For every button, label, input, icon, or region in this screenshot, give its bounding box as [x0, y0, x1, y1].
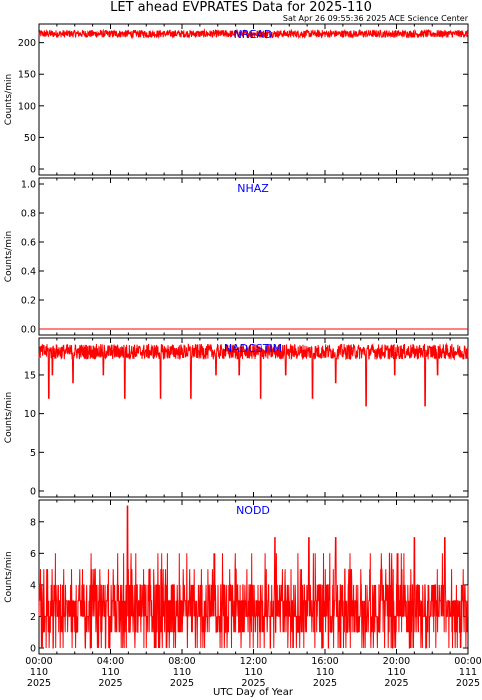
- y-tick-label: 8: [30, 517, 36, 528]
- y-tick-label: 0.6: [21, 238, 36, 249]
- panel-frame: [38, 23, 469, 176]
- x-tick-label-year: 2025: [456, 678, 480, 689]
- x-tick-label-doy: 110: [173, 667, 191, 678]
- y-tick-label: 0.4: [21, 267, 36, 278]
- panel-label: NODD: [236, 504, 270, 517]
- y-tick-label: 0.8: [21, 209, 36, 220]
- figure-title: LET ahead EVPRATES Data for 2025-110: [110, 0, 372, 15]
- y-tick-label: 10: [24, 409, 36, 420]
- panel-nhaz: 0.0 0.2 0.4 0.6 0.8 1.0 Counts/min NHAZ: [4, 177, 469, 336]
- x-tick-label-time: 20:00: [383, 656, 410, 667]
- y-tick-label: 15: [24, 370, 36, 381]
- panel-nodd: 0 2 4 6 8 Counts/min NODD: [4, 499, 469, 655]
- x-tick-label-time: 00:00: [454, 656, 481, 667]
- x-tick-label-time: 16:00: [311, 656, 338, 667]
- x-tick-label-doy: 110: [244, 667, 262, 678]
- x-tick-label-year: 2025: [98, 678, 122, 689]
- x-tick-label-year: 2025: [241, 678, 265, 689]
- x-tick-label-time: 08:00: [168, 656, 195, 667]
- y-tick-label: 50: [24, 133, 36, 144]
- y-tick-label: 6: [30, 549, 36, 560]
- y-tick-label: 0: [30, 644, 36, 655]
- y-tick-label: 0: [30, 487, 36, 498]
- panel-nadcstim: 0 5 10 15 Counts/min NADCSTIM: [4, 337, 469, 498]
- x-tick-label-time: 04:00: [97, 656, 124, 667]
- y-tick-label: 0.0: [21, 325, 36, 336]
- y-tick-label: 150: [18, 70, 36, 81]
- y-axis-label: Counts/min: [4, 74, 14, 125]
- x-tick-label-year: 2025: [313, 678, 337, 689]
- x-tick-label-year: 2025: [384, 678, 408, 689]
- timestamp-label: Sat Apr 26 09:55:36 2025 ACE Science Cen…: [283, 14, 469, 23]
- y-axis-label: Counts/min: [4, 392, 14, 443]
- panels: 050100150200Counts/minNREAD0.00.20.40.60…: [4, 23, 469, 655]
- y-axis-label: Counts/min: [4, 551, 14, 602]
- y-tick-label: 1.0: [21, 180, 36, 191]
- y-tick-label: 0: [30, 165, 36, 176]
- y-tick-label: 0.2: [21, 296, 36, 307]
- y-tick-label: 100: [18, 101, 36, 112]
- x-axis-label: UTC Day of Year: [213, 687, 294, 698]
- x-tick-label-doy: 110: [101, 667, 119, 678]
- x-tick-label-doy: 110: [316, 667, 334, 678]
- y-axis-label: Counts/min: [4, 231, 14, 282]
- x-tick-label-doy: 111: [459, 667, 477, 678]
- series-line-nodd: [38, 505, 469, 649]
- x-tick-label-year: 2025: [170, 678, 194, 689]
- y-tick-label: 200: [18, 38, 36, 49]
- panel-label: NADCSTIM: [224, 342, 282, 355]
- series-line-nadcstim: [38, 342, 469, 407]
- y-tick-label: 5: [30, 448, 36, 459]
- panel-label: NREAD: [234, 28, 273, 41]
- x-tick-label-year: 2025: [27, 678, 51, 689]
- x-tick-label-doy: 110: [30, 667, 48, 678]
- x-tick-label-time: 12:00: [240, 656, 267, 667]
- panel-nread: 0 50 100 150 200 Counts/min NREAD: [4, 23, 469, 176]
- x-tick-label-time: 00:00: [25, 656, 52, 667]
- series-line-nread: [38, 28, 469, 40]
- panel-frame: [38, 177, 469, 336]
- panel-label: NHAZ: [237, 182, 269, 195]
- x-axis: 00:00110202504:00110202508:00110202512:0…: [25, 656, 481, 689]
- x-tick-label-doy: 110: [387, 667, 405, 678]
- y-tick-label: 4: [30, 580, 36, 591]
- y-tick-label: 2: [30, 612, 36, 623]
